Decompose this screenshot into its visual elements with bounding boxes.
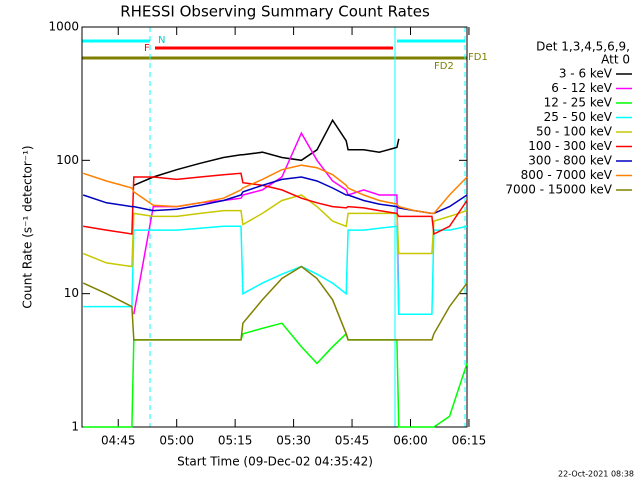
x-tick-label: 05:15 xyxy=(218,434,253,448)
legend-label: 100 - 300 keV xyxy=(528,139,612,153)
y-tick-label: 1 xyxy=(71,420,79,434)
series-line xyxy=(83,322,468,428)
y-axis-label: Count Rate (s⁻¹ detector⁻¹) xyxy=(21,145,35,308)
x-axis-label: Start Time (09-Dec-02 04:35:42) xyxy=(177,455,373,469)
flag-label: FD1 xyxy=(468,52,488,63)
flag-label: FD2 xyxy=(434,61,454,72)
flag-bars xyxy=(82,27,467,427)
legend-title: Det 1,3,4,5,6,9, xyxy=(536,40,630,54)
series-line xyxy=(83,225,468,316)
legend-label: 12 - 25 keV xyxy=(544,96,613,110)
x-tick-label: 05:00 xyxy=(159,434,194,448)
chart-title: RHESSI Observing Summary Count Rates xyxy=(120,3,430,21)
y-tick-label: 1000 xyxy=(48,20,79,34)
legend-label: 50 - 100 keV xyxy=(536,125,613,139)
y-tick-label: 100 xyxy=(56,153,79,167)
legend-label: 25 - 50 keV xyxy=(544,110,613,124)
legend-title: Att 0 xyxy=(601,53,630,67)
y-tick-label: 10 xyxy=(64,286,79,300)
plot-frame xyxy=(81,26,468,428)
legend-label: 800 - 7000 keV xyxy=(521,168,613,182)
x-tick-label: 04:45 xyxy=(101,434,136,448)
x-tick-label: 05:45 xyxy=(335,434,370,448)
series-line xyxy=(82,265,468,341)
series-line xyxy=(133,131,432,316)
legend-label: 300 - 800 keV xyxy=(528,154,612,168)
legend-label: 6 - 12 keV xyxy=(551,81,613,95)
footer: 22-Oct-2021 08:38 xyxy=(558,470,634,479)
flag-label: N xyxy=(158,35,165,46)
series-line xyxy=(82,164,468,215)
flag-label: F xyxy=(144,43,150,54)
series-line xyxy=(83,172,468,236)
x-tick-label: 05:30 xyxy=(276,434,311,448)
x-tick-label: 06:00 xyxy=(393,434,428,448)
legend-label: 7000 - 15000 keV xyxy=(505,183,612,197)
series-line xyxy=(133,118,400,186)
x-tick-label: 06:15 xyxy=(452,434,487,448)
legend-label: 3 - 6 keV xyxy=(559,67,613,81)
